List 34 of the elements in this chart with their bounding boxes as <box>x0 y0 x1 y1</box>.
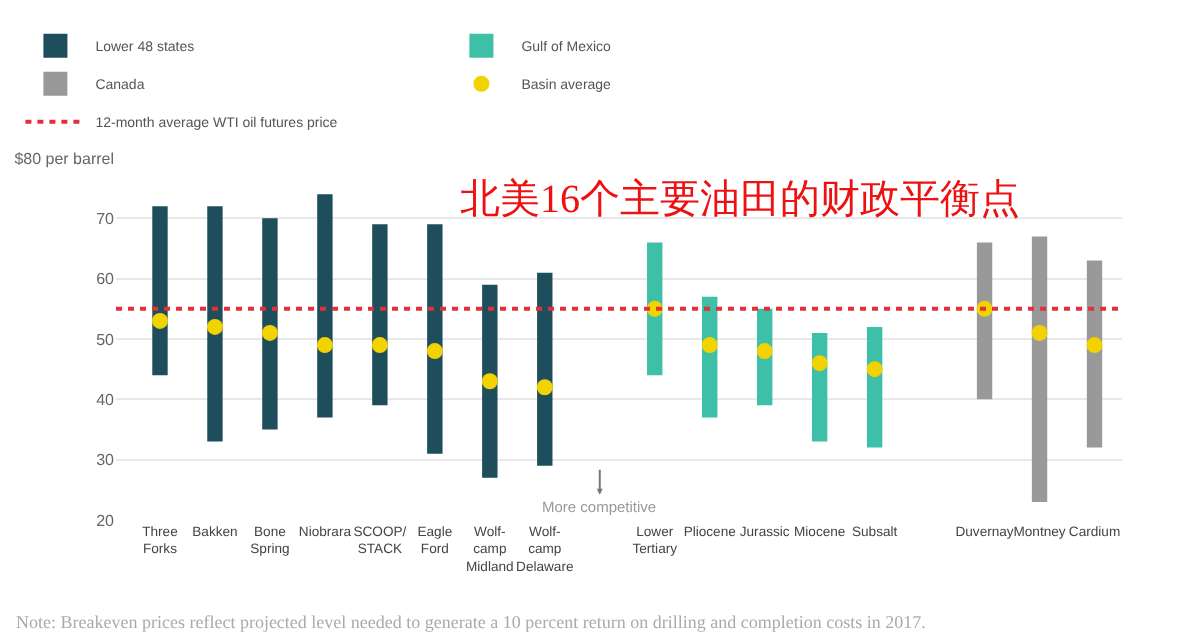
bar <box>372 224 388 406</box>
point <box>261 324 278 341</box>
bar <box>1031 236 1048 502</box>
bar <box>1086 260 1103 448</box>
point <box>866 361 883 378</box>
y-tick-label: 70 <box>96 209 116 228</box>
bar <box>976 242 993 400</box>
point <box>811 355 828 372</box>
point <box>756 343 773 360</box>
bar <box>317 194 333 418</box>
point <box>536 379 553 396</box>
y-tick-label: 60 <box>96 270 116 289</box>
point <box>151 312 168 329</box>
y-tick-label: 20 <box>96 511 116 530</box>
bar <box>537 272 553 466</box>
y-tick-label: $80 per barrel <box>14 149 115 168</box>
point <box>371 337 388 354</box>
point <box>1086 337 1103 354</box>
bar <box>152 206 168 376</box>
y-tick-label: 30 <box>96 451 116 470</box>
bar <box>482 284 498 478</box>
point <box>1031 324 1048 341</box>
bar <box>207 206 223 442</box>
y-tick-label: 50 <box>96 330 116 349</box>
point <box>426 343 443 360</box>
point <box>316 337 333 354</box>
point <box>481 373 498 390</box>
bar <box>262 218 278 430</box>
point <box>206 318 223 335</box>
bar <box>427 224 443 454</box>
point <box>701 337 718 354</box>
text: 北美16个主要油田的财政平衡点 <box>460 176 1020 222</box>
text: Note: Breakeven prices reflect projected level needed to generate a 10 percent return on drilling and completion costs in 2017. <box>16 612 926 632</box>
y-tick-label: 40 <box>96 390 116 409</box>
